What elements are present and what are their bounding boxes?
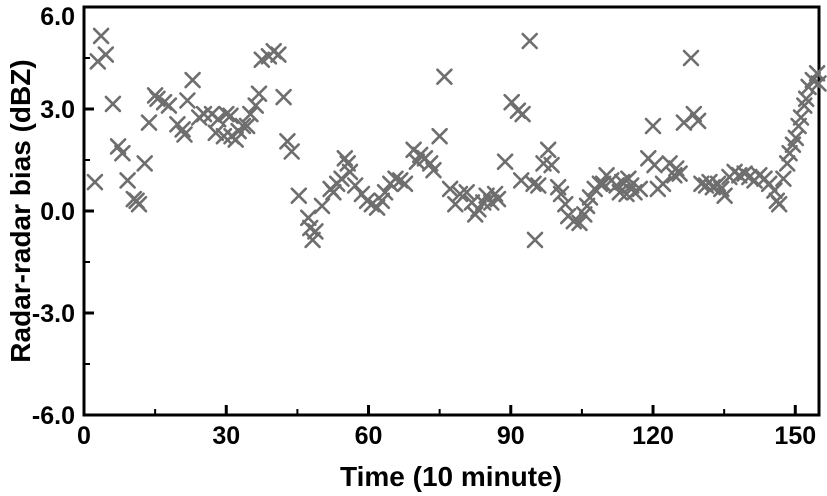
data-point-marker xyxy=(578,197,596,215)
data-point-marker xyxy=(234,117,252,135)
data-point-marker xyxy=(496,153,514,170)
data-point-marker xyxy=(766,182,783,199)
data-point-marker xyxy=(431,127,448,145)
data-point-marker xyxy=(458,184,476,201)
data-point-marker xyxy=(86,173,104,191)
data-point-marker xyxy=(209,110,227,128)
data-point-marker xyxy=(689,112,707,130)
data-point-marker xyxy=(275,88,292,106)
data-point-marker xyxy=(571,214,588,232)
data-point-marker xyxy=(781,144,798,162)
data-point-marker xyxy=(654,175,672,193)
data-point-marker xyxy=(565,212,583,230)
data-point-marker xyxy=(716,187,733,204)
x-tick-label: 120 xyxy=(632,422,674,450)
data-point-marker xyxy=(304,231,321,249)
data-point-marker xyxy=(581,189,599,206)
data-point-marker xyxy=(242,105,259,123)
data-point-marker xyxy=(218,105,235,123)
data-point-marker xyxy=(283,143,301,160)
data-point-marker xyxy=(631,180,649,198)
data-point-marker xyxy=(207,124,225,142)
data-point-marker xyxy=(114,144,131,162)
data-point-marker xyxy=(176,126,193,143)
data-point-marker xyxy=(290,187,308,204)
data-point-marker xyxy=(368,199,386,216)
x-tick-label: 60 xyxy=(355,422,383,450)
data-point-marker xyxy=(387,170,404,187)
data-point-marker xyxy=(594,175,612,193)
data-point-marker xyxy=(543,156,560,174)
x-tick-label: 90 xyxy=(497,422,525,450)
y-tick-label: 3.0 xyxy=(40,96,75,124)
data-point-marker xyxy=(270,46,287,63)
y-tick-label: 6.0 xyxy=(40,3,75,31)
data-point-marker xyxy=(97,46,115,63)
data-point-marker xyxy=(682,49,700,67)
data-point-marker xyxy=(341,163,359,181)
data-point-marker xyxy=(279,133,296,150)
data-point-marker xyxy=(119,172,136,189)
y-axis-title: Radar-radar bias (dBZ) xyxy=(5,59,36,363)
data-point-marker xyxy=(160,97,178,114)
data-point-marker xyxy=(552,185,570,203)
y-tick-label: -6.0 xyxy=(32,402,75,430)
y-tick-label: -3.0 xyxy=(32,300,75,328)
x-axis-title: Time (10 minute) xyxy=(340,461,562,492)
data-point-marker xyxy=(521,32,539,50)
data-point-marker xyxy=(104,95,122,113)
data-point-marker xyxy=(489,190,507,208)
x-tick-label: 30 xyxy=(212,422,240,450)
data-point-marker xyxy=(179,92,196,109)
data-point-marker xyxy=(441,180,459,198)
x-tick-label: 150 xyxy=(774,422,816,450)
data-point-marker xyxy=(92,27,110,45)
data-point-marker xyxy=(140,114,158,131)
data-point-marker xyxy=(810,75,827,92)
data-point-marker xyxy=(512,172,530,189)
data-point-marker xyxy=(778,155,796,172)
data-point-marker xyxy=(529,177,547,194)
data-point-marker xyxy=(174,121,191,138)
data-point-marker xyxy=(671,165,688,182)
data-point-marker xyxy=(307,223,324,240)
data-point-marker xyxy=(136,155,153,172)
data-point-marker xyxy=(526,231,544,249)
data-point-marker xyxy=(644,117,662,135)
data-point-marker xyxy=(250,85,268,102)
data-point-marker xyxy=(525,175,542,193)
x-tick-label: 0 xyxy=(77,422,91,450)
data-point-marker xyxy=(770,195,788,213)
data-point-marker xyxy=(425,161,442,179)
data-point-marker xyxy=(222,107,239,125)
data-point-marker xyxy=(376,184,394,201)
data-point-marker xyxy=(184,71,201,89)
plot-border xyxy=(82,5,821,417)
data-point-marker xyxy=(373,192,391,210)
data-point-marker xyxy=(539,141,557,159)
data-point-marker xyxy=(646,156,663,174)
data-point-marker xyxy=(325,184,342,201)
y-tick-label: 0.0 xyxy=(40,198,75,226)
data-point-marker xyxy=(436,68,453,85)
data-point-marker xyxy=(313,197,331,215)
data-point-marker xyxy=(130,195,148,213)
data-point-marker xyxy=(227,131,244,148)
data-point-marker xyxy=(514,105,531,123)
data-point-marker xyxy=(470,201,487,218)
data-point-marker xyxy=(775,170,792,187)
data-point-marker xyxy=(575,206,593,223)
data-point-marker xyxy=(396,175,414,193)
